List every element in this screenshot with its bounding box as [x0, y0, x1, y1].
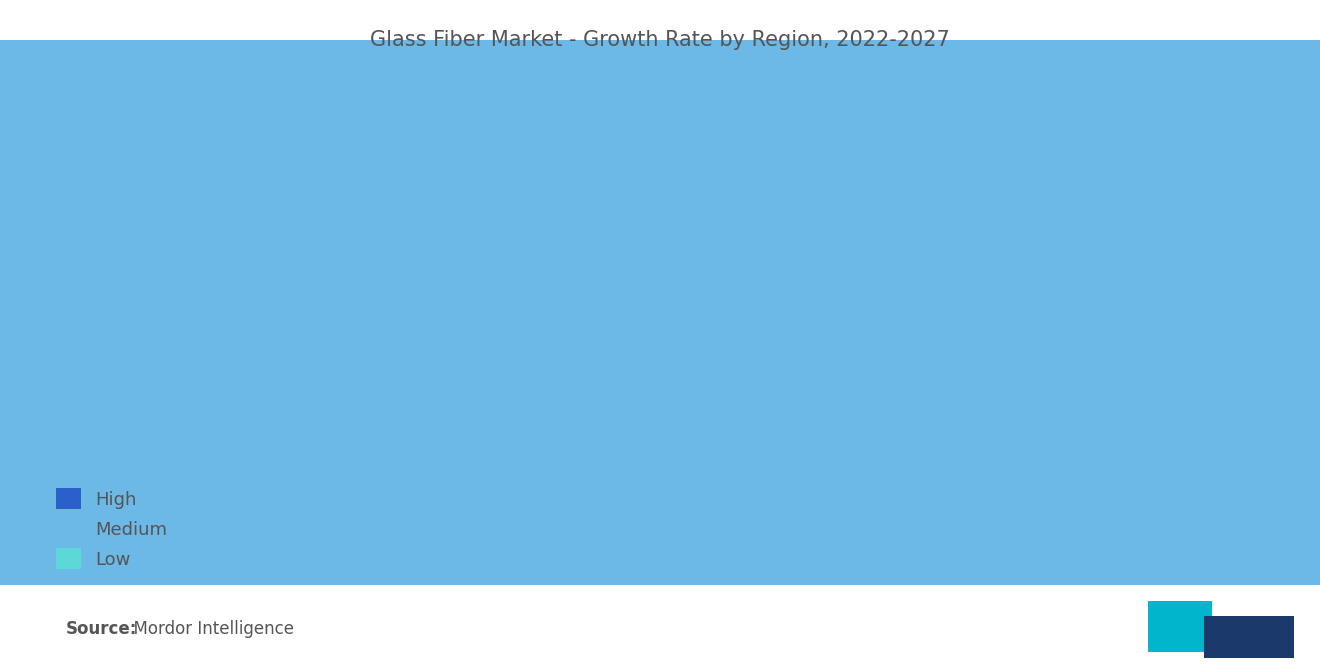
Text: Glass Fiber Market - Growth Rate by Region, 2022-2027: Glass Fiber Market - Growth Rate by Regi…: [370, 30, 950, 50]
Text: Source:: Source:: [66, 620, 137, 638]
Bar: [1204, 616, 1294, 658]
Bar: [1148, 601, 1212, 652]
Legend: High, Medium, Low: High, Medium, Low: [49, 481, 174, 576]
Text: Mordor Intelligence: Mordor Intelligence: [123, 620, 294, 638]
